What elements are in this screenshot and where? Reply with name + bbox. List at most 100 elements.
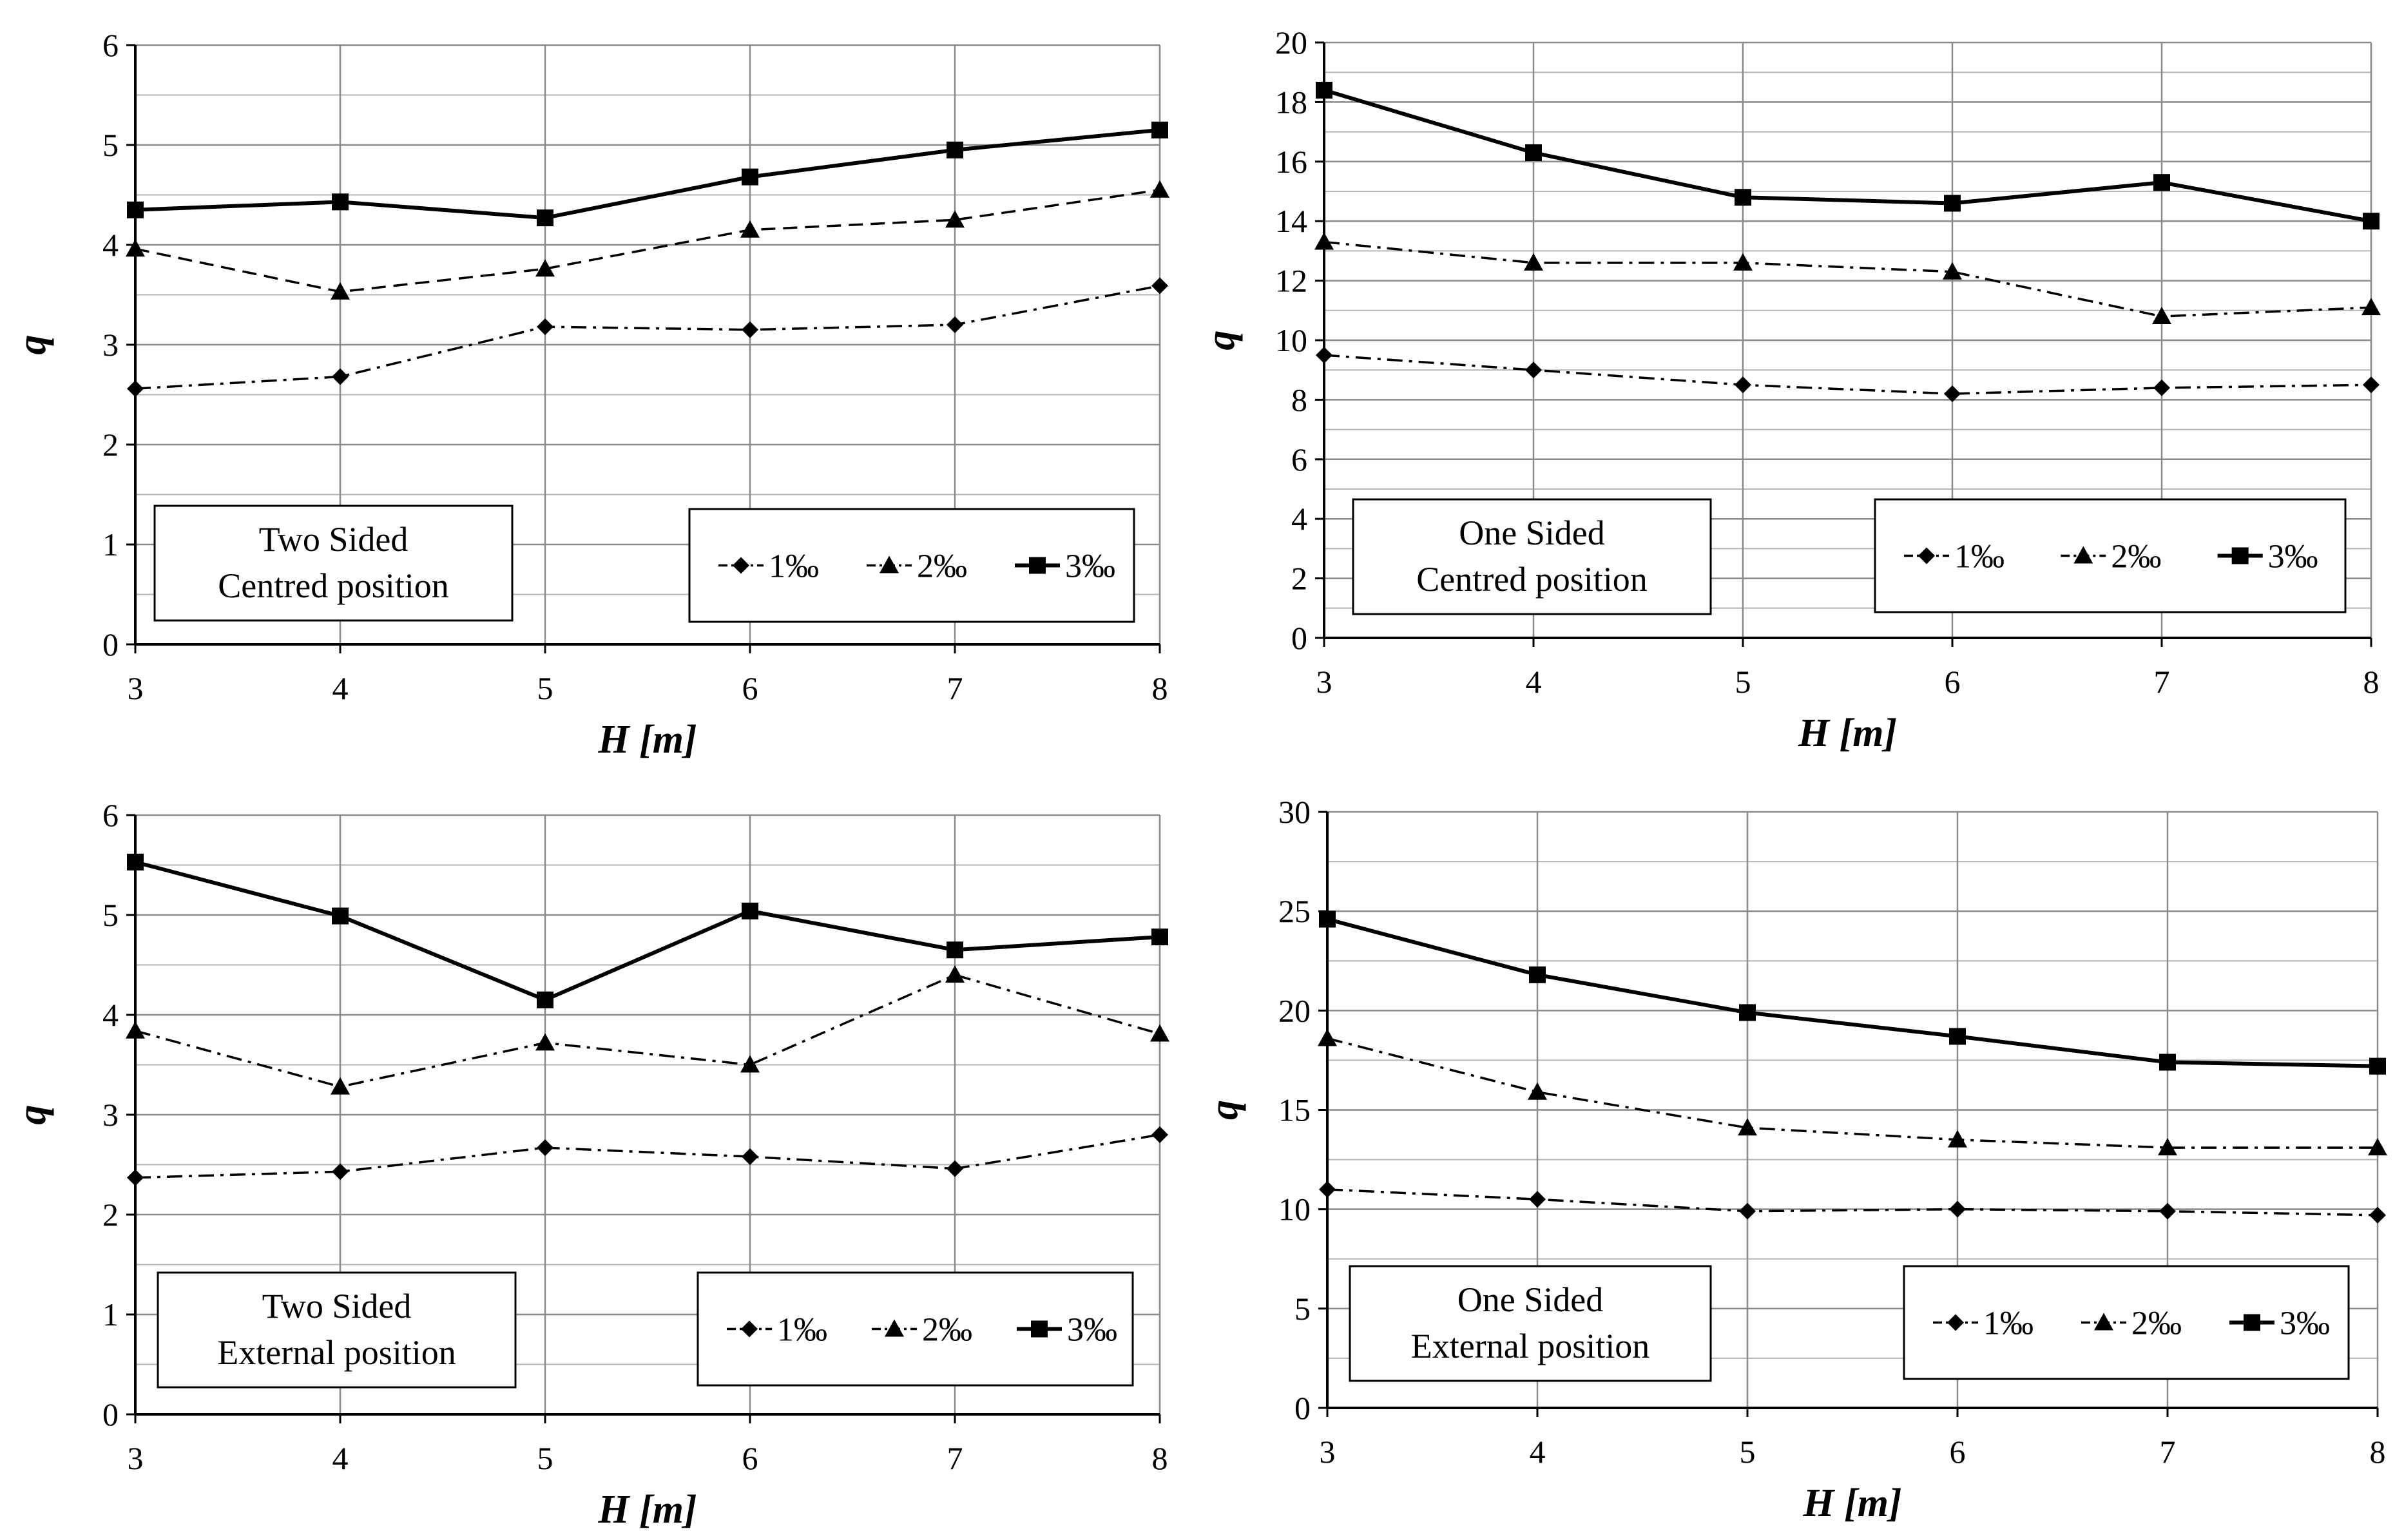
series-1	[127, 1126, 1168, 1186]
x-tick-label: 3	[128, 670, 144, 706]
series-3	[1316, 81, 2380, 230]
y-axis-label: q	[1202, 1100, 1246, 1120]
x-axis-label: H [m]	[597, 718, 697, 762]
data-point	[1944, 195, 1961, 212]
x-tick-label: 8	[2370, 1434, 2386, 1470]
legend-label: 2‰	[917, 548, 967, 585]
legend-marker	[885, 1319, 904, 1337]
legend-label: 1‰	[1954, 539, 2005, 575]
data-point	[331, 1077, 350, 1095]
legend: 1‰ 2‰ 3‰	[688, 508, 1135, 623]
data-point	[127, 380, 144, 398]
series-3	[1319, 910, 2386, 1075]
data-point	[740, 1055, 760, 1073]
series-2	[1318, 1028, 2387, 1156]
y-tick-label: 5	[102, 127, 119, 163]
x-tick-label: 6	[1945, 664, 1961, 700]
y-axis-label: q	[1199, 331, 1243, 351]
data-point	[2369, 1206, 2386, 1224]
data-point	[2158, 1138, 2177, 1156]
series-3	[127, 853, 1168, 1008]
data-point	[1150, 180, 1169, 198]
y-tick-label: 12	[1275, 263, 1307, 299]
legend-marker	[2231, 547, 2249, 564]
y-tick-label: 30	[1278, 794, 1311, 830]
legend-marker	[1029, 557, 1046, 574]
data-point	[537, 991, 553, 1008]
x-tick-label: 8	[1152, 1440, 1168, 1476]
annotation-box: Two Sided Centred position	[153, 505, 514, 622]
annotation-text: Centred position	[218, 566, 448, 605]
data-point	[537, 1139, 553, 1157]
annotation-frame	[1352, 498, 1712, 615]
x-axis-label: H [m]	[1798, 711, 1897, 755]
x-tick-label: 7	[2160, 1434, 2176, 1470]
legend-marker	[1918, 547, 1935, 564]
data-point	[1529, 966, 1546, 983]
data-point	[742, 321, 758, 338]
annotation-text: External position	[1411, 1327, 1649, 1365]
y-tick-label: 2	[1291, 561, 1307, 597]
y-tick-label: 6	[102, 27, 119, 63]
annotation-box: Two Sided External position	[157, 1271, 517, 1389]
legend-marker	[1947, 1314, 1964, 1331]
y-tick-label: 0	[1294, 1390, 1311, 1426]
x-tick-label: 4	[1530, 1434, 1546, 1470]
y-tick-label: 25	[1278, 893, 1311, 929]
y-tick-label: 1	[102, 1296, 119, 1333]
chart-panel-2: 0 2 4 6 8 10 12 14 16 18 20 3 4 5 6 7 8 H [m] q One Sided Ce…	[1199, 24, 2381, 755]
legend: 1‰ 2‰ 3‰	[697, 1271, 1134, 1387]
legend-marker	[1031, 1320, 1048, 1338]
legend-marker	[880, 555, 899, 573]
y-tick-label: 14	[1275, 203, 1307, 239]
y-tick-label: 5	[102, 897, 119, 933]
legend-label: 2‰	[922, 1312, 972, 1349]
series-line	[135, 128, 1160, 220]
series-1	[1316, 347, 2380, 403]
y-tick-label: 4	[1291, 501, 1307, 537]
annotation-text: Centred position	[1416, 560, 1647, 599]
data-point	[1151, 121, 1168, 139]
data-point	[742, 168, 758, 186]
series-1	[1319, 1180, 2386, 1224]
x-tick-label: 3	[1316, 664, 1332, 700]
series-line	[135, 1133, 1160, 1179]
data-point	[2159, 1202, 2176, 1220]
data-point	[535, 259, 555, 277]
y-tick-label: 4	[102, 997, 119, 1033]
chart-panel-1: 0 1 2 3 4 5 6 3 4 5 6 7 8 H [m] q Two Sided Centred posi…	[10, 27, 1169, 762]
legend-label: 2‰	[2131, 1305, 2182, 1342]
series-line	[1323, 354, 2372, 395]
data-point	[1735, 376, 1751, 394]
legend-label: 3‰	[1067, 1312, 1117, 1349]
data-point	[1739, 1202, 1756, 1220]
legend-label: 1‰	[769, 548, 819, 585]
chart-panel-3: 0 1 2 3 4 5 6 3 4 5 6 7 8 H [m] q Two Sided External pos…	[10, 797, 1169, 1532]
data-point	[332, 1163, 349, 1180]
data-point	[945, 210, 965, 228]
y-tick-label: 16	[1275, 144, 1307, 180]
annotation-frame	[153, 505, 514, 622]
x-tick-label: 7	[947, 1440, 963, 1476]
annotation-text: One Sided	[1457, 1280, 1603, 1319]
y-tick-label: 0	[102, 1396, 119, 1432]
data-point	[1738, 1118, 1757, 1136]
y-tick-label: 6	[102, 797, 119, 833]
x-tick-label: 4	[332, 670, 349, 706]
data-point	[1151, 929, 1168, 946]
annotation-text: Two Sided	[262, 1287, 412, 1325]
data-point	[127, 853, 144, 871]
y-tick-label: 6	[1291, 441, 1307, 477]
legend-label: 3‰	[2280, 1305, 2330, 1342]
chart-panel-4: 0 5 10 15 20 25 30 3 4 5 6 7 8 H [m] q One Sided Externa…	[1202, 794, 2387, 1525]
y-tick-label: 4	[102, 227, 119, 263]
data-point	[742, 1148, 758, 1166]
legend-marker	[2073, 546, 2093, 564]
data-point	[1739, 1004, 1756, 1021]
data-point	[2363, 376, 2380, 394]
x-tick-label: 6	[742, 1440, 758, 1476]
x-tick-label: 3	[1320, 1434, 1336, 1470]
y-tick-label: 10	[1278, 1191, 1311, 1227]
legend-marker	[733, 557, 749, 574]
